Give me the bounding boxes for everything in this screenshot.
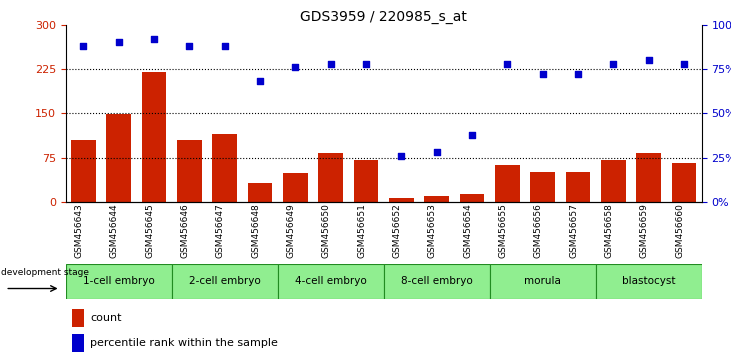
Point <box>77 43 89 49</box>
Point <box>113 40 124 45</box>
Text: GSM456650: GSM456650 <box>322 203 330 258</box>
Text: blastocyst: blastocyst <box>622 276 675 286</box>
Bar <box>172 264 278 299</box>
Point <box>289 64 301 70</box>
Point <box>219 43 230 49</box>
Text: GSM456646: GSM456646 <box>181 203 189 258</box>
Text: GSM456653: GSM456653 <box>428 203 436 258</box>
Text: GSM456645: GSM456645 <box>145 203 154 258</box>
Text: percentile rank within the sample: percentile rank within the sample <box>90 338 278 348</box>
Bar <box>319 153 343 202</box>
Text: 2-cell embryo: 2-cell embryo <box>189 276 261 286</box>
Bar <box>566 172 591 202</box>
Bar <box>142 72 167 202</box>
Bar <box>637 153 661 202</box>
Bar <box>213 134 237 202</box>
Bar <box>460 194 485 202</box>
Bar <box>425 196 449 202</box>
Bar <box>531 172 555 202</box>
Text: GSM456660: GSM456660 <box>675 203 684 258</box>
Text: GSM456643: GSM456643 <box>75 203 83 258</box>
Point <box>431 149 442 155</box>
Title: GDS3959 / 220985_s_at: GDS3959 / 220985_s_at <box>300 10 467 24</box>
Text: 4-cell embryo: 4-cell embryo <box>295 276 367 286</box>
Bar <box>72 334 83 352</box>
Point <box>183 43 195 49</box>
Text: 1-cell embryo: 1-cell embryo <box>83 276 155 286</box>
Point <box>360 61 372 67</box>
Bar <box>389 198 414 202</box>
Bar <box>177 140 202 202</box>
Text: morula: morula <box>524 276 561 286</box>
Bar <box>71 140 96 202</box>
Text: GSM456652: GSM456652 <box>393 203 401 258</box>
Text: GSM456655: GSM456655 <box>499 203 507 258</box>
Text: GSM456647: GSM456647 <box>216 203 224 258</box>
Bar <box>601 160 626 202</box>
Bar <box>490 264 596 299</box>
Point <box>678 61 690 67</box>
Text: GSM456657: GSM456657 <box>569 203 578 258</box>
Text: 8-cell embryo: 8-cell embryo <box>401 276 473 286</box>
Bar <box>278 264 384 299</box>
Text: GSM456648: GSM456648 <box>251 203 260 258</box>
Bar <box>495 165 520 202</box>
Point <box>325 61 336 67</box>
Text: development stage: development stage <box>1 268 89 277</box>
Bar <box>248 183 273 202</box>
Point <box>537 72 548 77</box>
Bar <box>72 309 83 327</box>
Point <box>607 61 619 67</box>
Bar <box>354 160 379 202</box>
Point <box>148 36 160 42</box>
Text: GSM456654: GSM456654 <box>463 203 472 258</box>
Point <box>572 72 584 77</box>
Text: GSM456651: GSM456651 <box>357 203 366 258</box>
Bar <box>384 264 490 299</box>
Bar <box>66 264 172 299</box>
Point <box>395 153 407 159</box>
Point <box>501 61 513 67</box>
Text: GSM456644: GSM456644 <box>110 203 118 258</box>
Bar <box>672 164 697 202</box>
Text: GSM456659: GSM456659 <box>640 203 648 258</box>
Bar <box>283 173 308 202</box>
Text: GSM456658: GSM456658 <box>605 203 613 258</box>
Text: count: count <box>90 313 121 323</box>
Point <box>466 132 478 137</box>
Point <box>643 57 654 63</box>
Bar <box>107 114 131 202</box>
Bar <box>596 264 702 299</box>
Text: GSM456656: GSM456656 <box>534 203 542 258</box>
Text: GSM456649: GSM456649 <box>287 203 295 258</box>
Point <box>254 79 266 84</box>
